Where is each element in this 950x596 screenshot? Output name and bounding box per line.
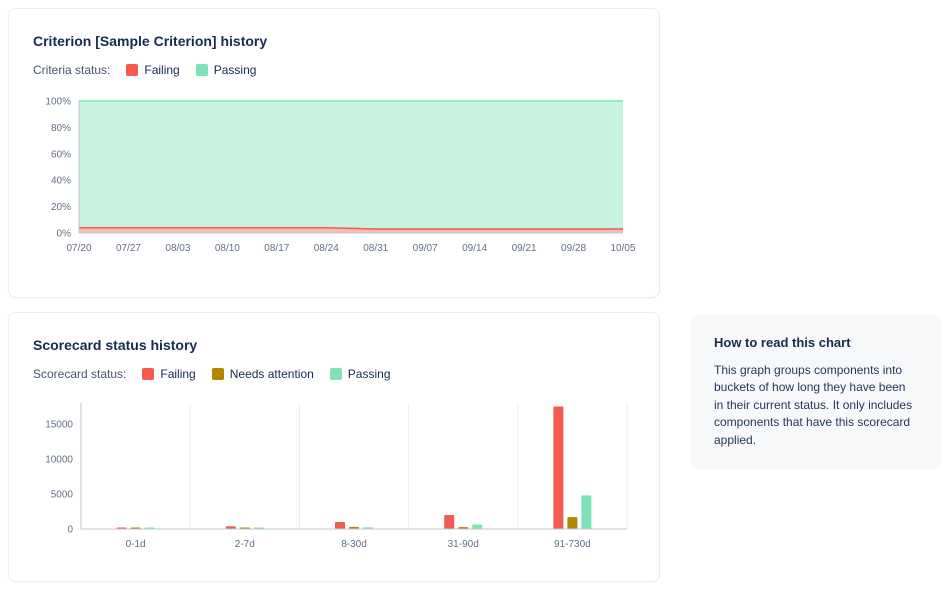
svg-text:15000: 15000	[45, 420, 73, 431]
svg-text:80%: 80%	[51, 123, 71, 134]
svg-text:8-30d: 8-30d	[341, 539, 367, 550]
needs-attention-swatch-icon	[211, 368, 224, 380]
legend-failing-label: Failing	[144, 63, 180, 77]
legend-failing-label: Failing	[160, 367, 196, 381]
legend-item-failing: Failing	[126, 63, 180, 77]
svg-text:07/20: 07/20	[66, 243, 91, 254]
legend-item-failing: Failing	[142, 367, 196, 381]
svg-text:07/27: 07/27	[116, 243, 141, 254]
criterion-card-title: Criterion [Sample Criterion] history	[33, 33, 268, 49]
criterion-history-card: Criterion [Sample Criterion] history Cri…	[8, 8, 660, 298]
svg-text:0%: 0%	[57, 229, 72, 240]
svg-text:10000: 10000	[45, 455, 73, 466]
legend-passing-label: Passing	[213, 63, 257, 77]
svg-text:09/21: 09/21	[512, 243, 537, 254]
svg-text:2-7d: 2-7d	[235, 539, 255, 550]
svg-text:0-1d: 0-1d	[126, 539, 146, 550]
how-to-read-card: How to read this chart This graph groups…	[690, 315, 942, 469]
legend-item-passing: Passing	[329, 367, 391, 381]
svg-text:08/10: 08/10	[215, 243, 240, 254]
svg-text:08/31: 08/31	[363, 243, 388, 254]
svg-text:08/03: 08/03	[165, 243, 190, 254]
svg-text:08/17: 08/17	[264, 243, 289, 254]
svg-text:40%: 40%	[51, 176, 71, 187]
legend-item-needs-attention: Needs attention	[211, 367, 314, 381]
scorecard-history-card: Scorecard status history Scorecard statu…	[8, 312, 660, 582]
svg-text:100%: 100%	[45, 97, 71, 108]
svg-text:31-90d: 31-90d	[448, 539, 479, 550]
scorecard-legend: Scorecard status: Failing Needs attentio…	[33, 367, 635, 381]
scorecard-bar-chart: 0 5000 10000 15000 0-1d 2-7d 8-30d 31-90d 91-730…	[45, 403, 628, 550]
how-to-read-body: This graph groups components into bucket…	[714, 363, 913, 447]
svg-text:09/14: 09/14	[462, 243, 487, 254]
failing-swatch-icon	[126, 64, 139, 76]
svg-text:08/24: 08/24	[314, 243, 339, 254]
scorecard-legend-label: Scorecard status:	[33, 367, 127, 381]
legend-passing-label: Passing	[347, 367, 391, 381]
svg-text:09/28: 09/28	[561, 243, 586, 254]
scorecard-card-title: Scorecard status history	[33, 337, 198, 353]
legend-needs-attention-label: Needs attention	[229, 367, 314, 381]
svg-text:10/05: 10/05	[610, 243, 635, 254]
svg-text:60%: 60%	[51, 149, 71, 160]
passing-swatch-icon	[329, 368, 342, 380]
svg-text:91-730d: 91-730d	[554, 539, 591, 550]
how-to-read-title: How to read this chart	[714, 335, 851, 350]
passing-swatch-icon	[195, 64, 208, 76]
criterion-legend: Criteria status: Failing Passing	[33, 63, 635, 77]
svg-text:20%: 20%	[51, 202, 71, 213]
failing-swatch-icon	[142, 368, 155, 380]
svg-text:09/07: 09/07	[413, 243, 438, 254]
legend-item-passing: Passing	[195, 63, 257, 77]
criterion-area-chart: 0% 20% 40% 60% 80% 100% 07/20 07/27 08/03 08/10 08…	[45, 97, 636, 255]
svg-text:0: 0	[67, 525, 73, 536]
svg-text:5000: 5000	[51, 490, 74, 501]
criterion-legend-label: Criteria status:	[33, 63, 111, 77]
